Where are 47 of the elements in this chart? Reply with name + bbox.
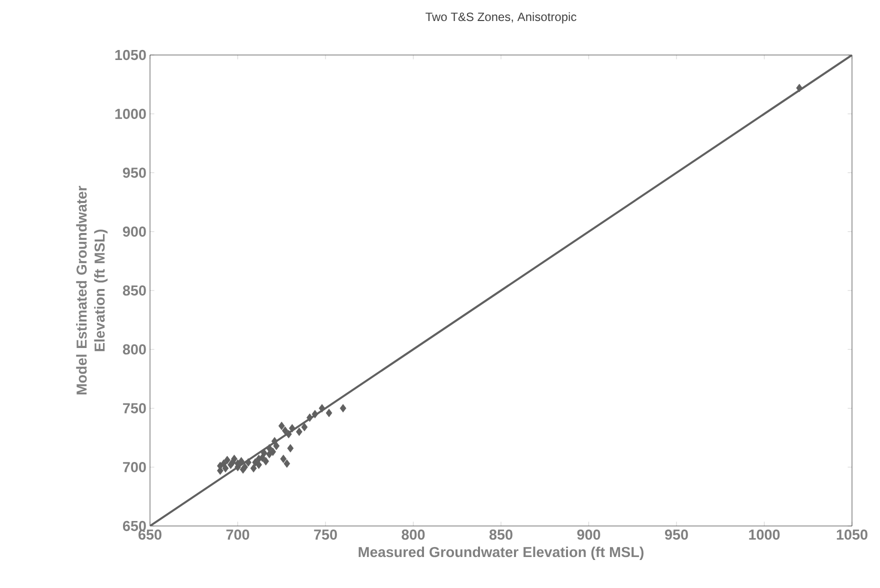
point [256, 460, 262, 469]
point [245, 458, 252, 467]
x-tick-label: 650 [138, 530, 162, 540]
y-tick-label: 900 [122, 226, 146, 237]
point [285, 430, 292, 438]
y-tick-label: 950 [122, 168, 146, 178]
y-tick-label: 800 [122, 344, 146, 354]
point [796, 84, 803, 92]
point [284, 459, 290, 468]
point [318, 404, 326, 412]
point [222, 464, 229, 472]
y-tick-label: 850 [122, 285, 146, 296]
chart-title: Two T&S Zones, Anisotropic [426, 12, 576, 24]
point [282, 426, 288, 435]
point [224, 456, 230, 464]
point [262, 457, 270, 466]
x-tick-label: 900 [577, 530, 600, 540]
point [266, 444, 273, 452]
point [288, 424, 296, 432]
point [240, 465, 246, 474]
point [306, 413, 313, 422]
point [250, 464, 257, 472]
point [326, 408, 332, 418]
y-tick-label: 650 [122, 520, 146, 532]
x-axis-title: Measured Groundwater Elevation (ft MSL) [358, 546, 644, 560]
point [287, 444, 294, 452]
x-tick-label: 1050 [836, 530, 868, 540]
x-tick-label: 1000 [749, 530, 780, 540]
y-axis-title: Model Estimated Groundwater Elevation (ft MSL) [76, 186, 108, 394]
y-tick-label: 1050 [115, 50, 146, 60]
point [270, 448, 276, 456]
point [340, 404, 346, 412]
x-tick-label: 800 [402, 530, 425, 540]
x-tick-label: 850 [489, 530, 512, 540]
point [280, 454, 287, 464]
point [278, 422, 285, 430]
point [296, 428, 302, 436]
point [229, 458, 236, 467]
y-tick-label: 700 [123, 462, 146, 472]
x-tick-label: 700 [226, 530, 250, 540]
x-tick-label: 750 [314, 530, 337, 540]
point [271, 437, 278, 446]
y-tick-label: 750 [123, 403, 146, 414]
y-tick-label: 1000 [115, 108, 146, 119]
point [312, 410, 318, 418]
point [301, 422, 308, 432]
x-tick-label: 950 [664, 530, 688, 540]
